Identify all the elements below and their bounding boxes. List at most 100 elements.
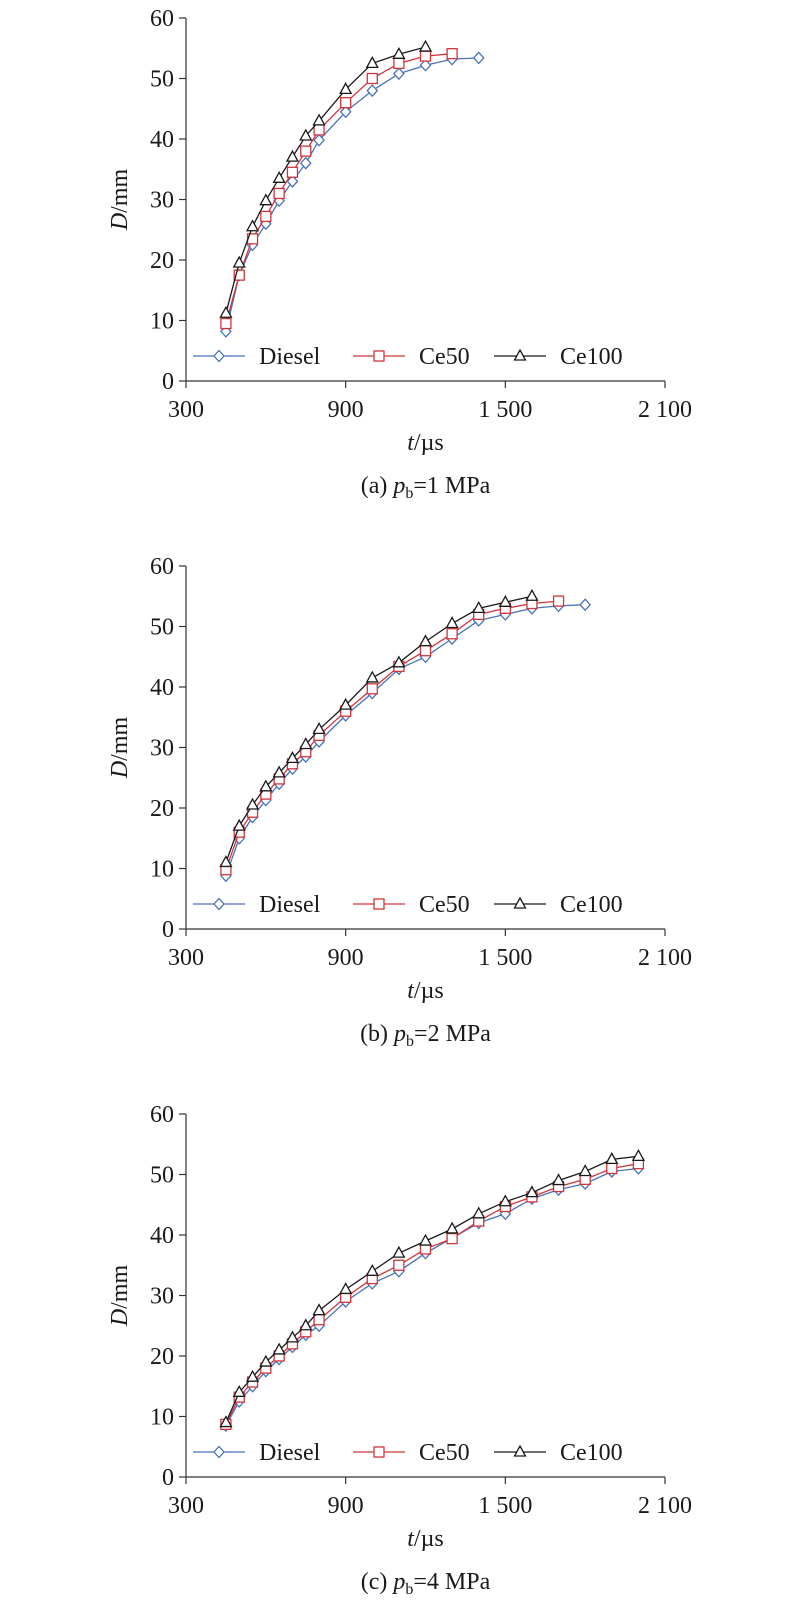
data-point: [339, 697, 353, 710]
data-point: [299, 128, 313, 141]
legend-marker: [213, 897, 225, 911]
data-point: [245, 1369, 260, 1382]
legend: Diesel Ce50 Ce100: [193, 1440, 623, 1466]
data-point: [232, 818, 246, 831]
legend-item: Ce50: [353, 344, 470, 370]
x-axis-label: t/µs: [407, 1526, 444, 1552]
chart-panel-1: 0 10 20 30 40 50 60 300 900 1 500 2 100 D/mm t/µs (a)…: [107, 6, 692, 502]
data-point: [299, 1318, 313, 1331]
data-point: [418, 1233, 433, 1246]
series-line: [225, 57, 479, 332]
data-point: [472, 1206, 486, 1219]
legend-marker: [373, 350, 385, 362]
data-point: [312, 722, 326, 734]
legend-label: Ce50: [419, 1440, 470, 1466]
data-point: [286, 166, 299, 178]
data-point: [259, 1354, 273, 1367]
legend-marker: [513, 348, 527, 361]
data-point: [446, 48, 458, 60]
data-point: [219, 855, 233, 868]
series-Ce100: [219, 1149, 645, 1428]
y-tick-label: 60: [150, 1102, 174, 1128]
legend-item: Ce50: [353, 892, 470, 918]
data-point: [525, 1185, 539, 1198]
data-point: [245, 797, 260, 810]
legend: Diesel Ce50 Ce100: [193, 344, 623, 370]
data-point: [446, 628, 458, 640]
data-point: [339, 82, 353, 95]
data-point: [273, 187, 285, 200]
data-point: [219, 305, 233, 318]
caption-suffix: =4 MPa: [413, 1569, 490, 1595]
legend: Diesel Ce50 Ce100: [193, 892, 623, 918]
x-axis-label-var: t: [407, 430, 415, 456]
data-point: [551, 1173, 566, 1186]
y-tick-label: 10: [150, 1405, 174, 1431]
legend-item: Diesel: [193, 344, 321, 370]
y-axis-label-var: D: [107, 213, 133, 231]
legend-label: Ce100: [560, 1440, 623, 1466]
data-point: [393, 57, 405, 70]
y-axis-label-unit: /mm: [107, 1265, 133, 1309]
y-axis-label: D/mm: [107, 717, 133, 780]
y-tick-label: 40: [150, 675, 174, 701]
data-point: [299, 737, 313, 750]
y-tick-label: 50: [150, 1163, 174, 1189]
series-Ce50: [220, 48, 458, 330]
series-line: [225, 1167, 639, 1426]
caption-subscript: b: [405, 485, 413, 502]
series-line: [225, 600, 559, 870]
series-Diesel: [220, 1161, 645, 1433]
data-point: [340, 97, 352, 109]
x-tick-label: 1 500: [478, 1493, 532, 1519]
data-point: [220, 317, 232, 330]
x-tick-label: 2 100: [638, 397, 692, 423]
data-point: [445, 616, 459, 629]
data-point: [419, 50, 432, 62]
caption-suffix: =2 MPa: [414, 1021, 491, 1047]
x-tick-label: 900: [328, 397, 364, 423]
data-point: [260, 210, 272, 223]
series-Diesel: [220, 51, 485, 338]
y-axis-label-var: D: [107, 761, 133, 779]
legend-marker: [213, 1445, 225, 1459]
data-point: [285, 1330, 300, 1343]
caption-subscript: b: [405, 1581, 413, 1598]
data-point: [245, 219, 260, 232]
y-tick-label: 30: [150, 188, 174, 214]
y-tick-label: 20: [150, 796, 174, 822]
legend-item: Ce100: [494, 892, 623, 918]
data-point: [299, 156, 312, 170]
y-tick-label: 0: [162, 369, 174, 395]
data-point: [366, 683, 378, 695]
data-point: [259, 779, 273, 792]
data-point: [525, 588, 539, 601]
legend-item: Diesel: [193, 892, 321, 918]
data-point: [606, 1162, 618, 1175]
y-tick-label: 0: [162, 917, 174, 943]
legend-item: Ce100: [494, 344, 623, 370]
y-tick-label: 50: [150, 67, 174, 93]
data-point: [313, 133, 325, 147]
series-Ce50: [220, 1157, 645, 1431]
legend-label: Ce100: [560, 344, 623, 370]
x-axis-label-var: t: [407, 978, 415, 1004]
x-axis-label-unit: /µs: [414, 1526, 444, 1552]
legend-item: Ce100: [494, 1440, 623, 1466]
y-tick-label: 0: [162, 1465, 174, 1491]
y-tick-label: 20: [150, 248, 174, 274]
y-axis-label-unit: /mm: [107, 169, 133, 213]
legend-label: Diesel: [259, 344, 321, 370]
series-Diesel: [220, 598, 592, 883]
chart-panel-3: 0 10 20 30 40 50 60 300 900 1 500 2 100 D/mm t/µs (c)…: [107, 1102, 692, 1598]
x-tick-label: 1 500: [478, 945, 532, 971]
data-point: [472, 601, 486, 613]
data-point: [233, 269, 245, 281]
data-point: [232, 255, 246, 268]
data-point: [365, 56, 379, 69]
caption-subscript: b: [406, 1033, 414, 1050]
data-point: [578, 1164, 592, 1177]
series-line: [225, 1155, 639, 1423]
data-point: [419, 645, 432, 657]
data-point: [313, 1314, 325, 1326]
